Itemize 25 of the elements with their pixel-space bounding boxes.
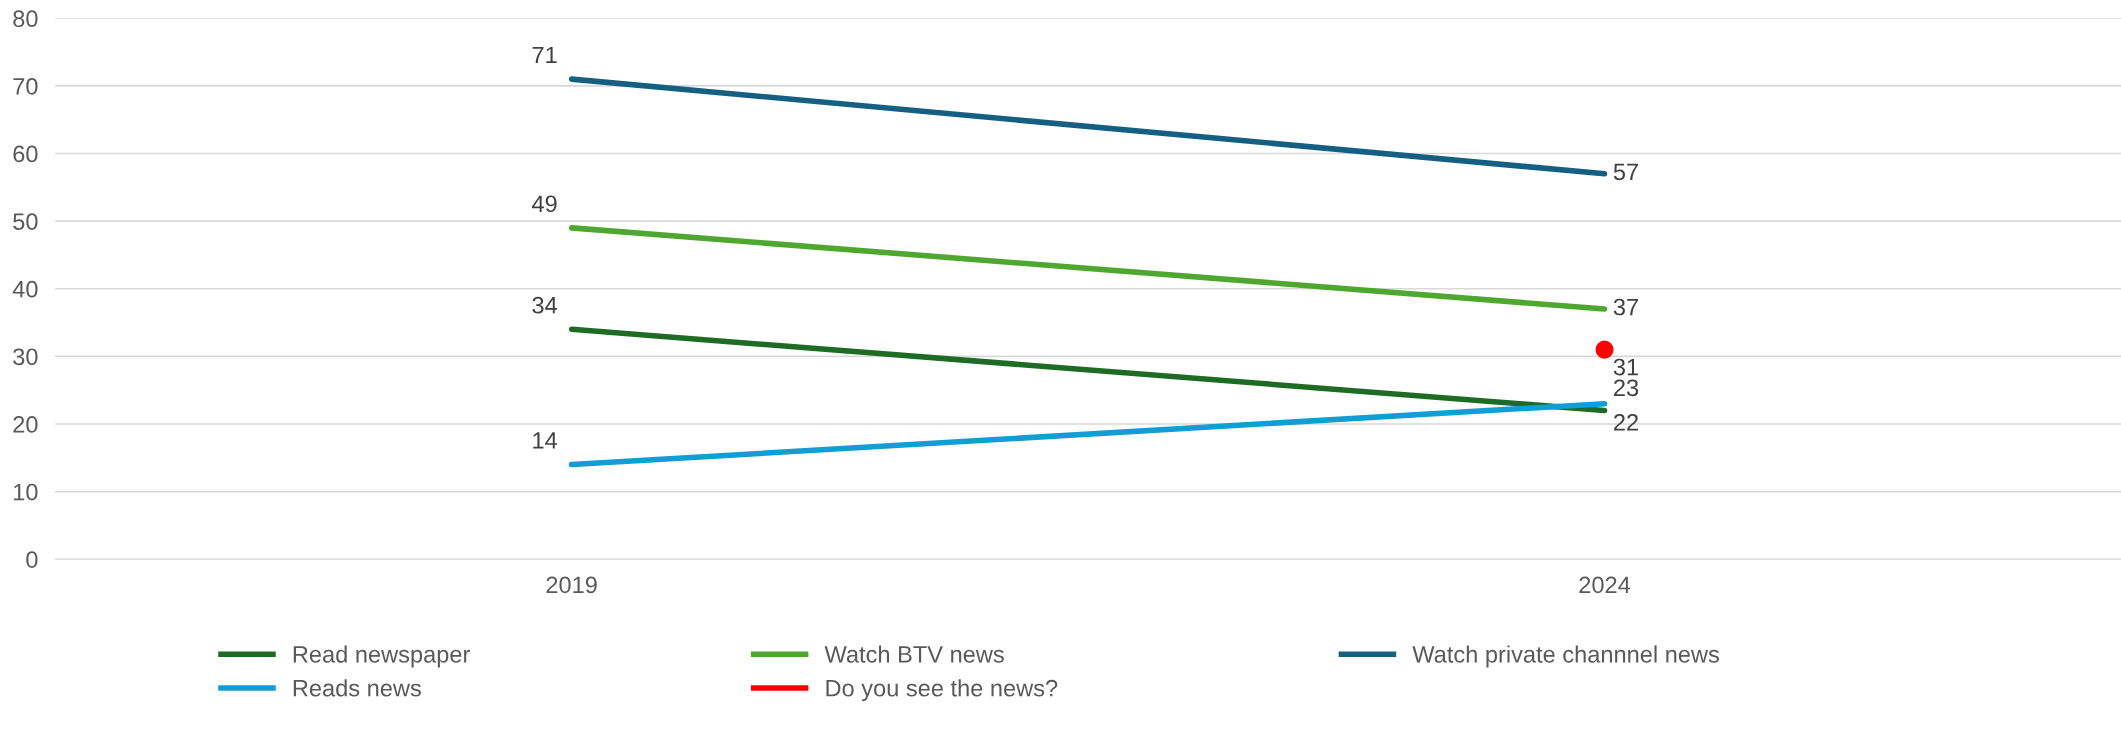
y-tick-label: 70 xyxy=(13,77,38,95)
legend-label: Read newspaper xyxy=(293,645,470,668)
y-tick-label: 30 xyxy=(13,348,38,366)
data-label: 31 xyxy=(1613,358,1638,376)
data-label: 71 xyxy=(532,46,557,64)
data-label: 23 xyxy=(1614,379,1639,397)
data-label: 57 xyxy=(1613,163,1638,181)
data-label: 37 xyxy=(1613,298,1638,316)
legend-label: Watch private channnel news xyxy=(1412,645,1719,668)
x-tick-label: 2024 xyxy=(1579,576,1631,594)
y-tick-label: 80 xyxy=(13,10,38,28)
y-tick-label: 10 xyxy=(14,483,38,501)
legend-label: Watch BTV news xyxy=(824,645,1004,663)
y-tick-label: 40 xyxy=(12,280,38,298)
y-tick-label: 60 xyxy=(13,145,38,163)
data-label: 22 xyxy=(1614,413,1638,431)
data-label: 14 xyxy=(533,432,558,449)
legend-label: Do you see the news? xyxy=(826,679,1058,702)
data-label: 34 xyxy=(532,296,558,314)
y-tick-label: 50 xyxy=(13,213,38,230)
y-tick-label: 20 xyxy=(13,416,38,433)
y-tick-label: 0 xyxy=(26,551,38,568)
x-tick-label: 2019 xyxy=(546,576,597,594)
data-label: 49 xyxy=(532,195,557,213)
legend-label: Reads news xyxy=(293,679,421,697)
